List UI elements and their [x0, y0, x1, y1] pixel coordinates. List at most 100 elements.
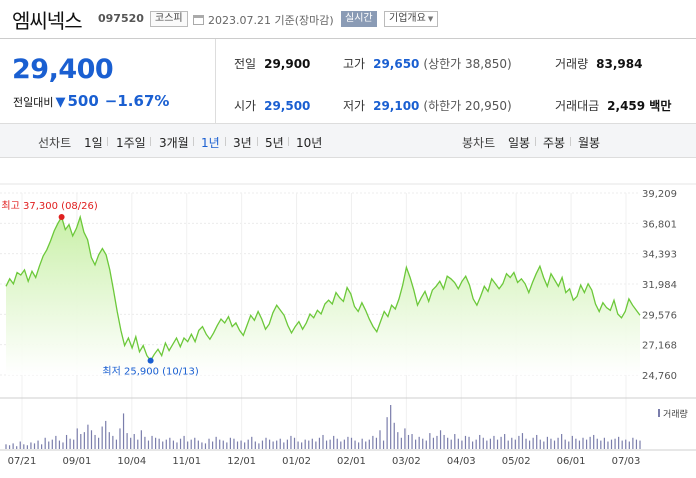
volume-bar	[233, 438, 235, 449]
volume-bar	[318, 437, 321, 449]
trade-amount: 거래대금 2,459 백만	[555, 97, 671, 114]
volume-bar	[518, 435, 520, 449]
y-tick-label: 29,576	[642, 310, 677, 321]
max-marker	[58, 214, 65, 221]
volume-bar	[610, 439, 613, 449]
y-tick-label: 39,209	[642, 189, 677, 200]
down-triangle-icon: ▼	[55, 95, 66, 110]
volume-bar	[553, 440, 556, 449]
candle-monthly[interactable]: 월봉	[578, 136, 601, 150]
volume-bar	[222, 440, 224, 449]
period-1y[interactable]: 1년	[201, 136, 220, 150]
volume-bar	[254, 441, 256, 449]
volume-bar	[596, 438, 598, 449]
volume-bar	[635, 439, 638, 449]
company-overview-button[interactable]: 기업개요 ▼	[384, 11, 439, 27]
volume-bar	[244, 442, 246, 449]
volume-bar	[432, 437, 435, 449]
volume-bar	[211, 441, 214, 449]
candle-weekly[interactable]: 주봉	[543, 136, 566, 150]
volume-bar	[625, 439, 627, 449]
volume-bar	[169, 437, 171, 449]
volume-bar	[507, 440, 509, 449]
period-10y[interactable]: 10년	[296, 136, 323, 150]
volume-bar	[30, 442, 32, 449]
volume-bar	[293, 437, 296, 449]
period-5y[interactable]: 5년	[265, 136, 284, 150]
volume-bar	[130, 437, 132, 449]
price-summary: 29,400 전일대비 ▼ 500 −1.67% 전일 29,900 고가 29,650(…	[0, 38, 696, 124]
x-tick-label: 07/03	[612, 456, 641, 467]
volume-bar	[219, 439, 221, 449]
max-label: 최고 37,300 (08/26)	[1, 200, 97, 212]
high-price: 고가 29,650 (상한가 38,850)	[343, 55, 512, 72]
y-tick-label: 31,984	[642, 280, 677, 291]
low-value: 29,100	[373, 99, 420, 113]
min-marker	[147, 357, 154, 364]
volume-bar	[87, 424, 89, 449]
volume-bar	[215, 436, 217, 449]
volume-bar	[514, 439, 516, 449]
volume-bar	[568, 441, 570, 449]
volume-bar	[51, 439, 53, 449]
volume-bar	[632, 437, 634, 449]
stock-code: 097520	[98, 12, 144, 25]
volume-bar	[172, 440, 175, 449]
period-3m[interactable]: 3개월	[159, 136, 189, 150]
period-3y[interactable]: 3년	[233, 136, 252, 150]
volume-bar	[621, 440, 623, 449]
y-tick-label: 34,393	[642, 250, 677, 261]
volume-bar	[236, 441, 239, 449]
volume-bar	[422, 438, 424, 449]
volume-bar	[194, 437, 196, 449]
date-info: 2023.07.21 기준(장마감)	[193, 12, 334, 28]
prev-close: 전일 29,900	[234, 55, 310, 72]
volume-bar	[208, 438, 210, 449]
volume: 거래량 83,984	[555, 55, 642, 72]
volume-bar	[407, 434, 410, 449]
price-line	[5, 214, 641, 362]
x-tick-label: 09/01	[62, 456, 91, 467]
volume-bar	[261, 440, 264, 449]
candle-daily[interactable]: 일봉	[508, 136, 531, 150]
volume-bar	[112, 435, 114, 449]
volume-bar	[201, 442, 203, 449]
volume-bar	[158, 438, 160, 449]
caret-down-icon: ▼	[427, 15, 434, 23]
company-overview-label: 기업개요	[389, 13, 426, 24]
volume-bar	[471, 441, 474, 449]
period-1w[interactable]: 1주일	[116, 136, 146, 150]
x-tick-label: 06/01	[557, 456, 586, 467]
realtime-badge[interactable]: 실시간	[341, 11, 377, 27]
volume-bar	[94, 434, 96, 449]
x-tick-label: 12/01	[227, 456, 256, 467]
low-label: 저가	[343, 99, 366, 113]
volume-bar	[504, 434, 506, 449]
volume-bar	[80, 434, 82, 449]
volume-bar	[329, 439, 331, 449]
min-label: 최저 25,900 (10/13)	[102, 366, 198, 378]
volume-bar	[528, 440, 531, 449]
price-chart[interactable]: 최고 37,300 (08/26) 최저 25,900 (10/13) 거래량 3…	[0, 158, 696, 478]
volume-bar	[475, 439, 477, 449]
x-tick-label: 07/21	[8, 456, 37, 467]
volume-bar	[489, 438, 492, 449]
x-tick-label: 04/03	[447, 456, 476, 467]
volume-bar	[375, 437, 378, 449]
volume-bar	[557, 437, 559, 449]
market-badge: 코스피	[150, 11, 188, 27]
open-label: 시가	[234, 99, 257, 113]
volume-bar	[354, 440, 356, 449]
volume-bar	[411, 434, 413, 449]
volume-bar	[62, 442, 64, 449]
volume-bar	[37, 440, 39, 449]
volume-bar	[468, 436, 470, 449]
x-tick-label: 02/01	[337, 456, 366, 467]
volume-bar	[365, 441, 367, 449]
volume-bar	[603, 437, 605, 449]
volume-bar	[247, 439, 249, 449]
volume-bar	[176, 442, 178, 449]
volume-bar	[457, 438, 459, 449]
period-1d[interactable]: 1일	[84, 136, 103, 150]
volume-bar	[115, 439, 118, 449]
